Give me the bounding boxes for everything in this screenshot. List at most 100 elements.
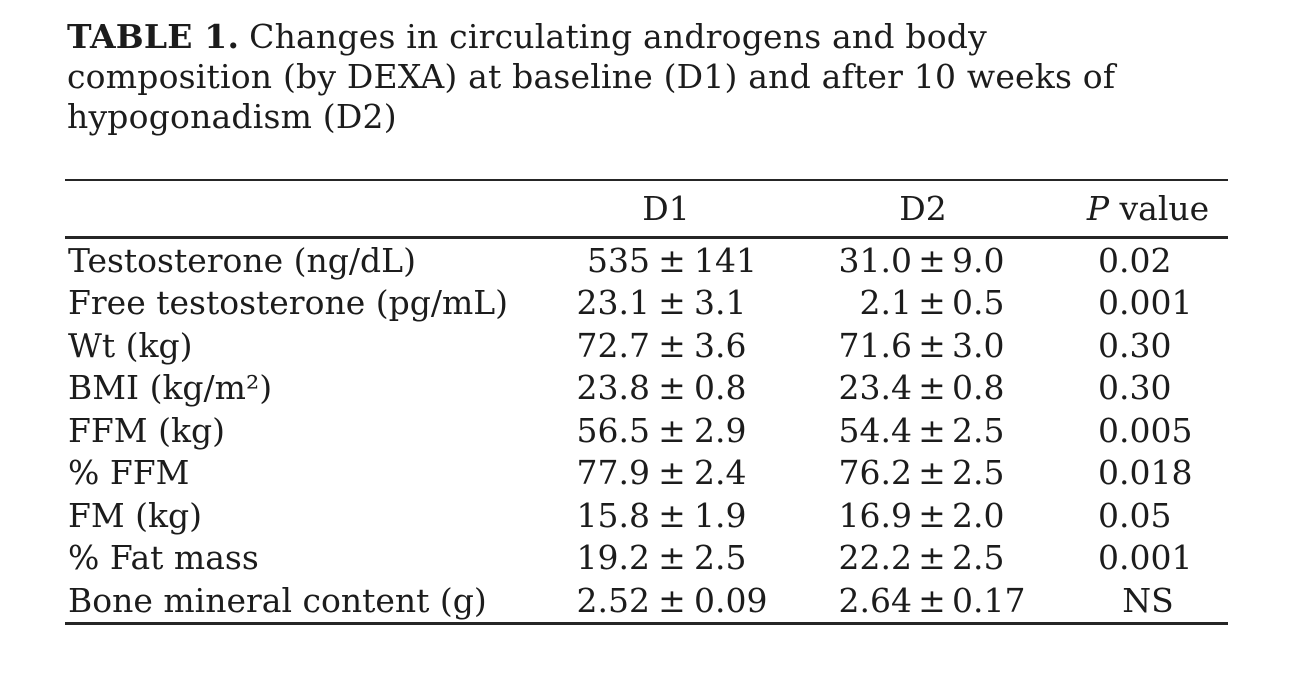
row-label: BMI (kg/m²) <box>68 368 273 408</box>
d1-value-cell: 77.9 ±2.4 <box>530 453 802 492</box>
d1-value-cell: 535 ±141 <box>530 241 802 280</box>
d1-mean: 2.52 <box>576 580 650 620</box>
d2-sd: 0.5 <box>952 283 1005 323</box>
plus-minus-sign: ± <box>658 410 686 450</box>
row-label: Testosterone (ng/dL) <box>68 240 416 280</box>
d2-sd: 2.5 <box>952 453 1005 493</box>
d2-mean: 76.2 <box>838 453 912 493</box>
d2-value-cell: 31.0 ±9.0 <box>802 241 1044 280</box>
table-row: FFM (kg) 56.5 ±2.9 54.4 ±2.5 0.005 <box>65 409 1228 452</box>
d1-mean: 72.7 <box>576 325 650 365</box>
d1-sd: 2.9 <box>694 410 747 450</box>
d1-mean: 19.2 <box>576 538 650 578</box>
p-value-cell: 0.30 <box>1044 368 1228 407</box>
d2-sd: 0.17 <box>952 580 1026 620</box>
d1-value-cell: 23.1 ±3.1 <box>530 283 802 322</box>
d1-mean: 535 <box>587 240 650 280</box>
d1-sd: 141 <box>694 240 757 280</box>
plus-minus-sign: ± <box>918 495 946 535</box>
column-header-p-value: P value <box>1044 189 1228 228</box>
plus-minus-sign: ± <box>658 325 686 365</box>
table-caption-label: TABLE 1. <box>67 17 240 56</box>
plus-minus-sign: ± <box>918 283 946 323</box>
plus-minus-sign: ± <box>658 495 686 535</box>
d2-value-cell: 76.2 ±2.5 <box>802 453 1044 492</box>
p-value-cell: 0.005 <box>1044 411 1228 450</box>
d2-mean: 16.9 <box>838 495 912 535</box>
p-value: 0.001 <box>1098 538 1193 578</box>
d2-sd: 2.0 <box>952 495 1005 535</box>
d1-sd: 2.4 <box>694 453 747 493</box>
plus-minus-sign: ± <box>658 453 686 493</box>
table-caption-line-1: Changes in circulating androgens and bod… <box>249 17 987 56</box>
row-label: % Fat mass <box>68 538 259 578</box>
plus-minus-sign: ± <box>918 368 946 408</box>
p-value-cell: 0.001 <box>1044 283 1228 322</box>
d1-mean: 77.9 <box>576 453 650 493</box>
p-value-cell: 0.02 <box>1044 241 1228 280</box>
p-value-cell: 0.018 <box>1044 453 1228 492</box>
d2-mean: 71.6 <box>838 325 912 365</box>
table-header-row: D1 D2 P value <box>65 181 1228 239</box>
table-row: Testosterone (ng/dL) 535 ±141 31.0 ±9.0 0.… <box>65 239 1228 282</box>
d2-mean: 22.2 <box>838 538 912 578</box>
d1-mean: 23.1 <box>576 283 650 323</box>
d2-value-cell: 71.6 ±3.0 <box>802 326 1044 365</box>
row-label: % FFM <box>68 453 190 493</box>
d2-sd: 2.5 <box>952 538 1005 578</box>
plus-minus-sign: ± <box>918 538 946 578</box>
d2-mean: 2.1 <box>859 283 912 323</box>
row-label: FM (kg) <box>68 495 203 535</box>
plus-minus-sign: ± <box>918 410 946 450</box>
table-row: Bone mineral content (g) 2.52 ±0.09 2.64 ±… <box>65 579 1228 622</box>
d2-value-cell: 23.4 ±0.8 <box>802 368 1044 407</box>
d1-value-cell: 2.52 ±0.09 <box>530 581 802 620</box>
d2-sd: 3.0 <box>952 325 1005 365</box>
p-value: 0.02 <box>1098 240 1172 280</box>
plus-minus-sign: ± <box>918 580 946 620</box>
table-caption-line-3: hypogonadism (D2) <box>67 97 397 136</box>
d2-mean: 23.4 <box>838 368 912 408</box>
d1-mean: 56.5 <box>576 410 650 450</box>
p-value: 0.005 <box>1098 410 1193 450</box>
d1-sd: 1.9 <box>694 495 747 535</box>
d1-sd: 0.09 <box>694 580 768 620</box>
d2-mean: 2.64 <box>838 580 912 620</box>
plus-minus-sign: ± <box>918 240 946 280</box>
p-value: NS <box>1122 580 1174 620</box>
p-value-cell: 0.05 <box>1044 496 1228 535</box>
row-label: Wt (kg) <box>68 325 193 365</box>
p-value: 0.30 <box>1098 325 1172 365</box>
table-row: Wt (kg) 72.7 ±3.6 71.6 ±3.0 0.30 <box>65 324 1228 367</box>
d1-value-cell: 23.8 ±0.8 <box>530 368 802 407</box>
p-value-header-rest: value <box>1109 189 1210 228</box>
table-row: % FFM 77.9 ±2.4 76.2 ±2.5 0.018 <box>65 452 1228 495</box>
table-caption-line-2: composition (by DEXA) at baseline (D1) a… <box>67 57 1116 96</box>
d1-sd: 3.6 <box>694 325 747 365</box>
d1-value-cell: 19.2 ±2.5 <box>530 538 802 577</box>
p-value-cell: 0.30 <box>1044 326 1228 365</box>
d1-value-cell: 56.5 ±2.9 <box>530 411 802 450</box>
plus-minus-sign: ± <box>658 368 686 408</box>
d1-sd: 2.5 <box>694 538 747 578</box>
table-row: FM (kg) 15.8 ±1.9 16.9 ±2.0 0.05 <box>65 494 1228 537</box>
plus-minus-sign: ± <box>918 325 946 365</box>
d2-value-cell: 2.1 ±0.5 <box>802 283 1044 322</box>
table-row: % Fat mass 19.2 ±2.5 22.2 ±2.5 0.001 <box>65 537 1228 580</box>
d1-mean: 23.8 <box>576 368 650 408</box>
table-row: BMI (kg/m²) 23.8 ±0.8 23.4 ±0.8 0.30 <box>65 367 1228 410</box>
d2-sd: 0.8 <box>952 368 1005 408</box>
d1-sd: 0.8 <box>694 368 747 408</box>
d1-mean: 15.8 <box>576 495 650 535</box>
p-value: 0.018 <box>1098 453 1193 493</box>
table-row: Free testosterone (pg/mL) 23.1 ±3.1 2.1 ±0… <box>65 282 1228 325</box>
column-header-d2: D2 <box>899 189 947 228</box>
data-table: D1 D2 P value Testosterone (ng/dL) 535 ±1… <box>65 179 1228 625</box>
d1-sd: 3.1 <box>694 283 747 323</box>
table-caption: TABLE 1. Changes in circulating androgens… <box>67 17 1115 137</box>
d1-value-cell: 15.8 ±1.9 <box>530 496 802 535</box>
plus-minus-sign: ± <box>658 283 686 323</box>
table-body: Testosterone (ng/dL) 535 ±141 31.0 ±9.0 0.… <box>65 239 1228 622</box>
d2-value-cell: 54.4 ±2.5 <box>802 411 1044 450</box>
